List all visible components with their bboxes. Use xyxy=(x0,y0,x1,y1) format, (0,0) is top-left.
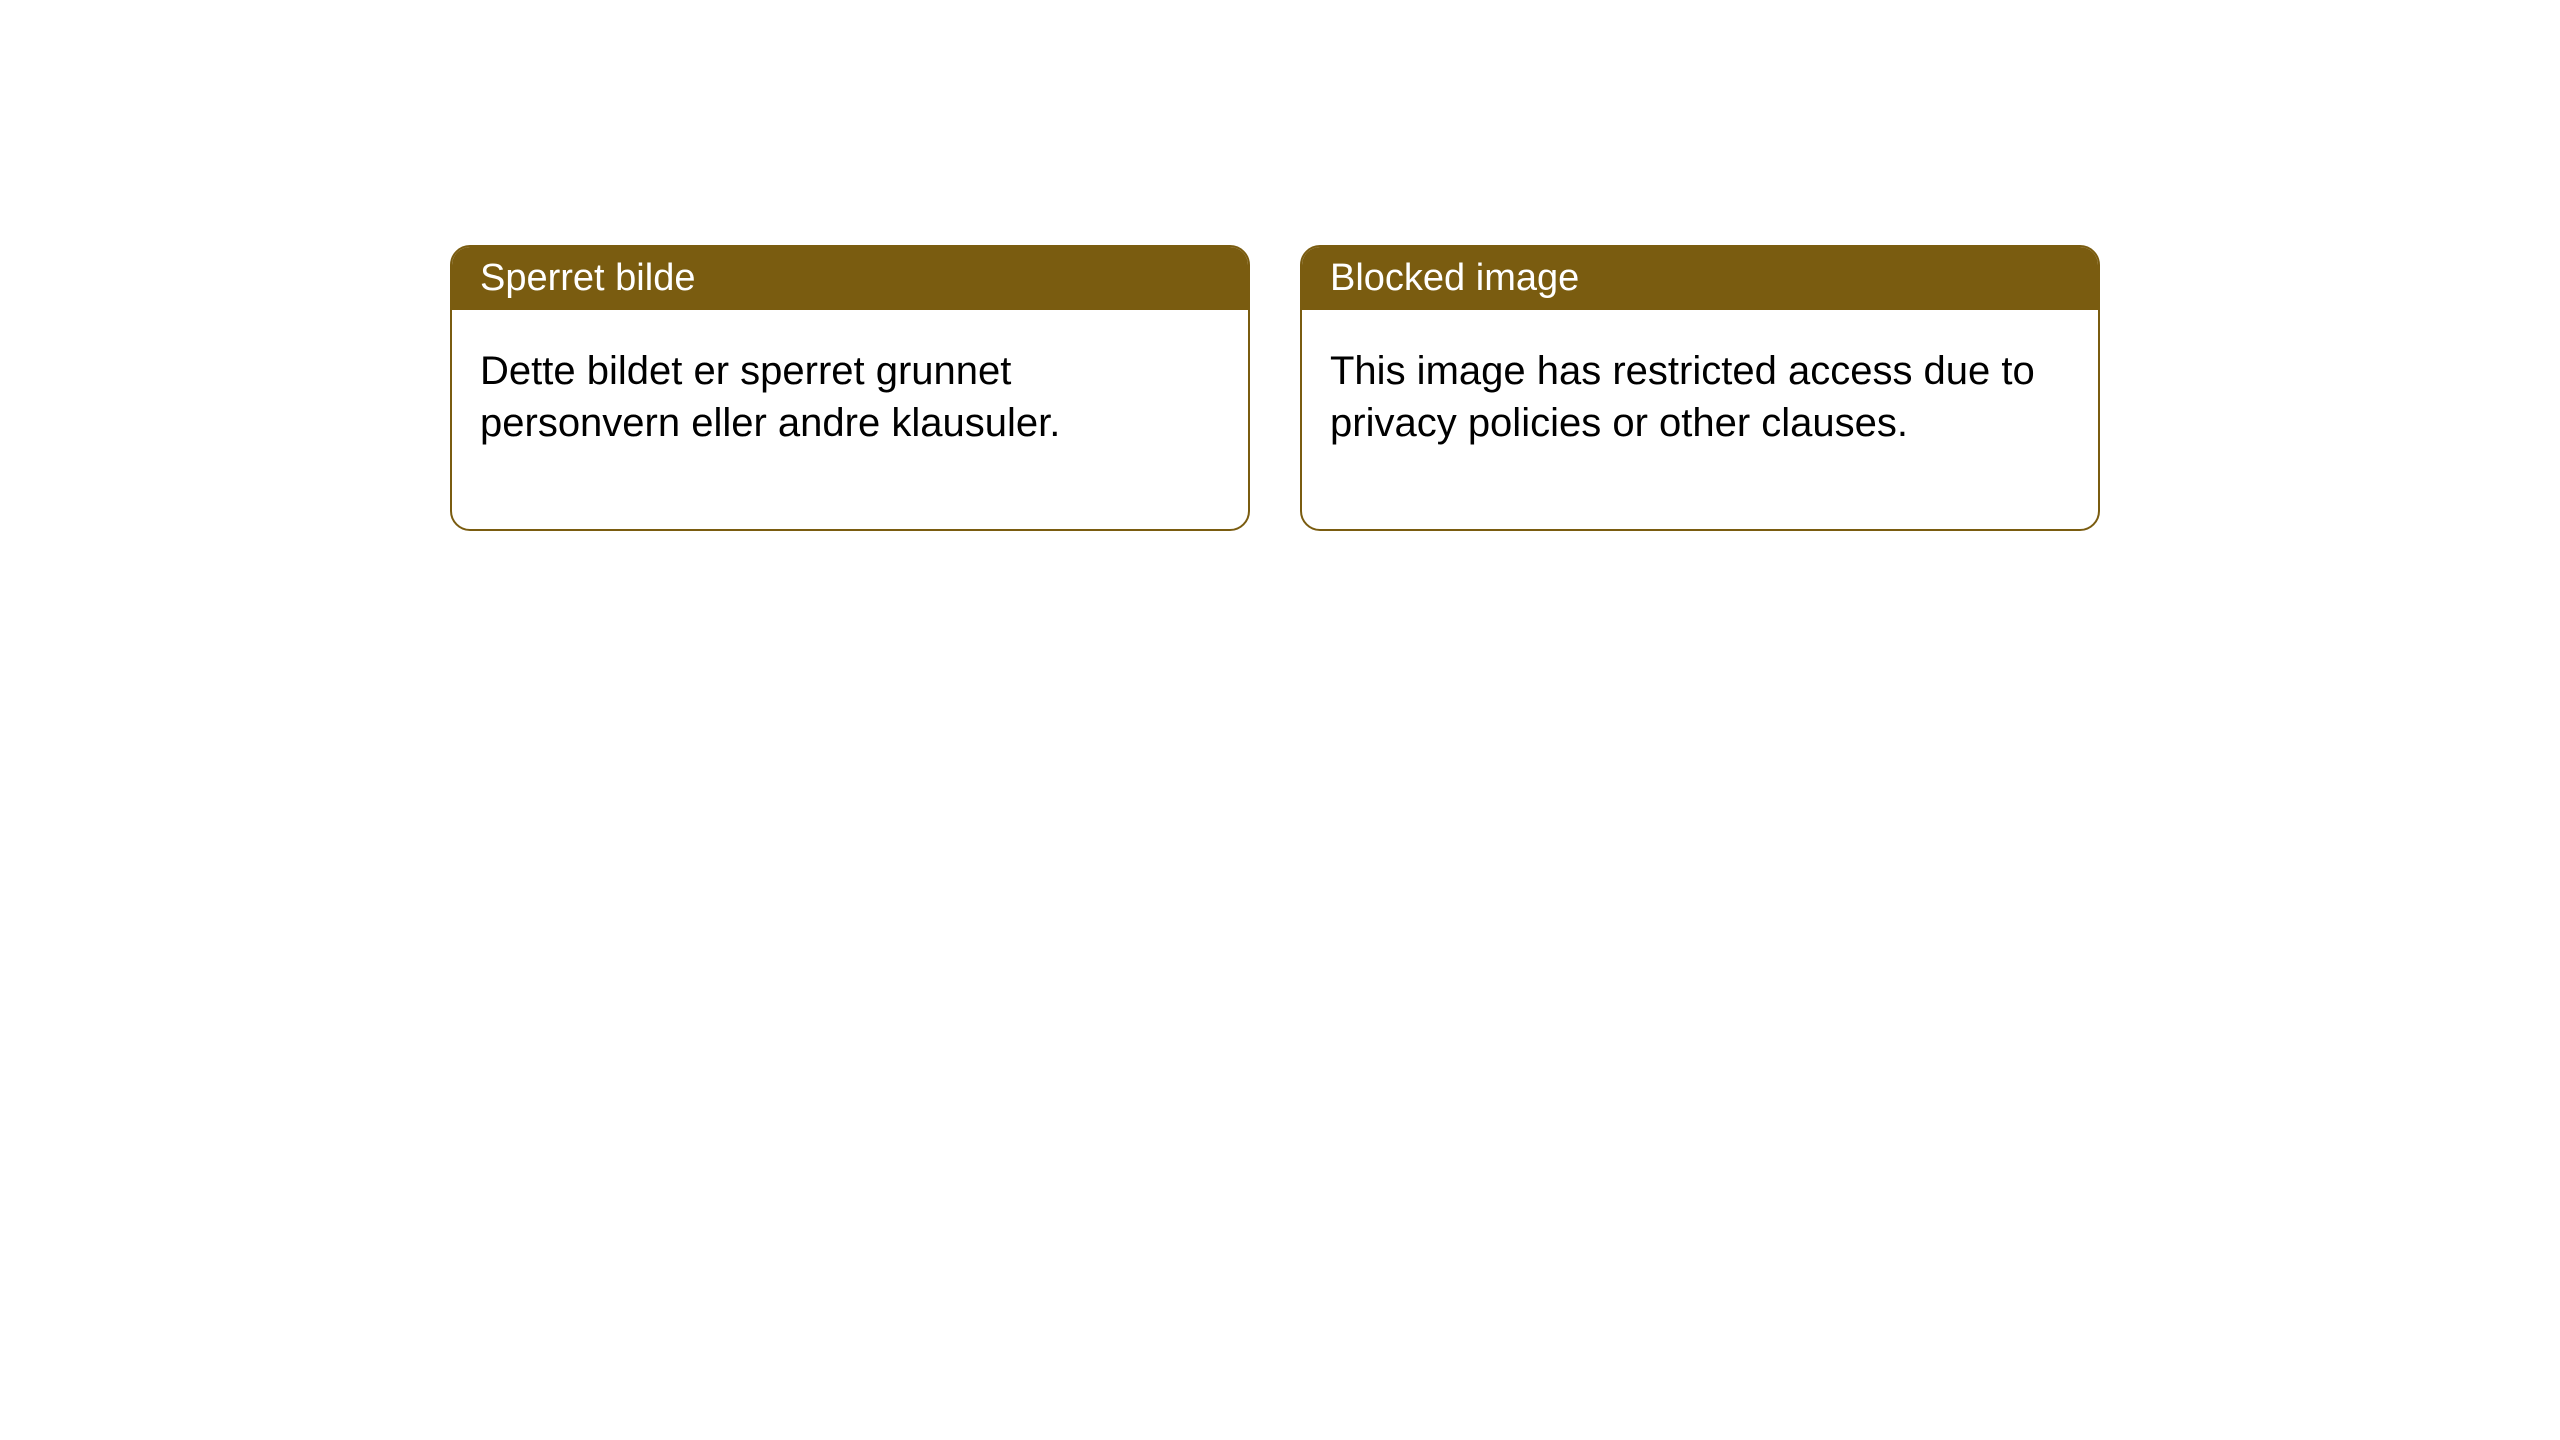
card-header: Sperret bilde xyxy=(452,247,1248,310)
blocked-image-card-no: Sperret bilde Dette bildet er sperret gr… xyxy=(450,245,1250,531)
card-container: Sperret bilde Dette bildet er sperret gr… xyxy=(450,245,2100,531)
card-body: Dette bildet er sperret grunnet personve… xyxy=(452,310,1248,529)
card-body: This image has restricted access due to … xyxy=(1302,310,2098,529)
card-header: Blocked image xyxy=(1302,247,2098,310)
blocked-image-card-en: Blocked image This image has restricted … xyxy=(1300,245,2100,531)
